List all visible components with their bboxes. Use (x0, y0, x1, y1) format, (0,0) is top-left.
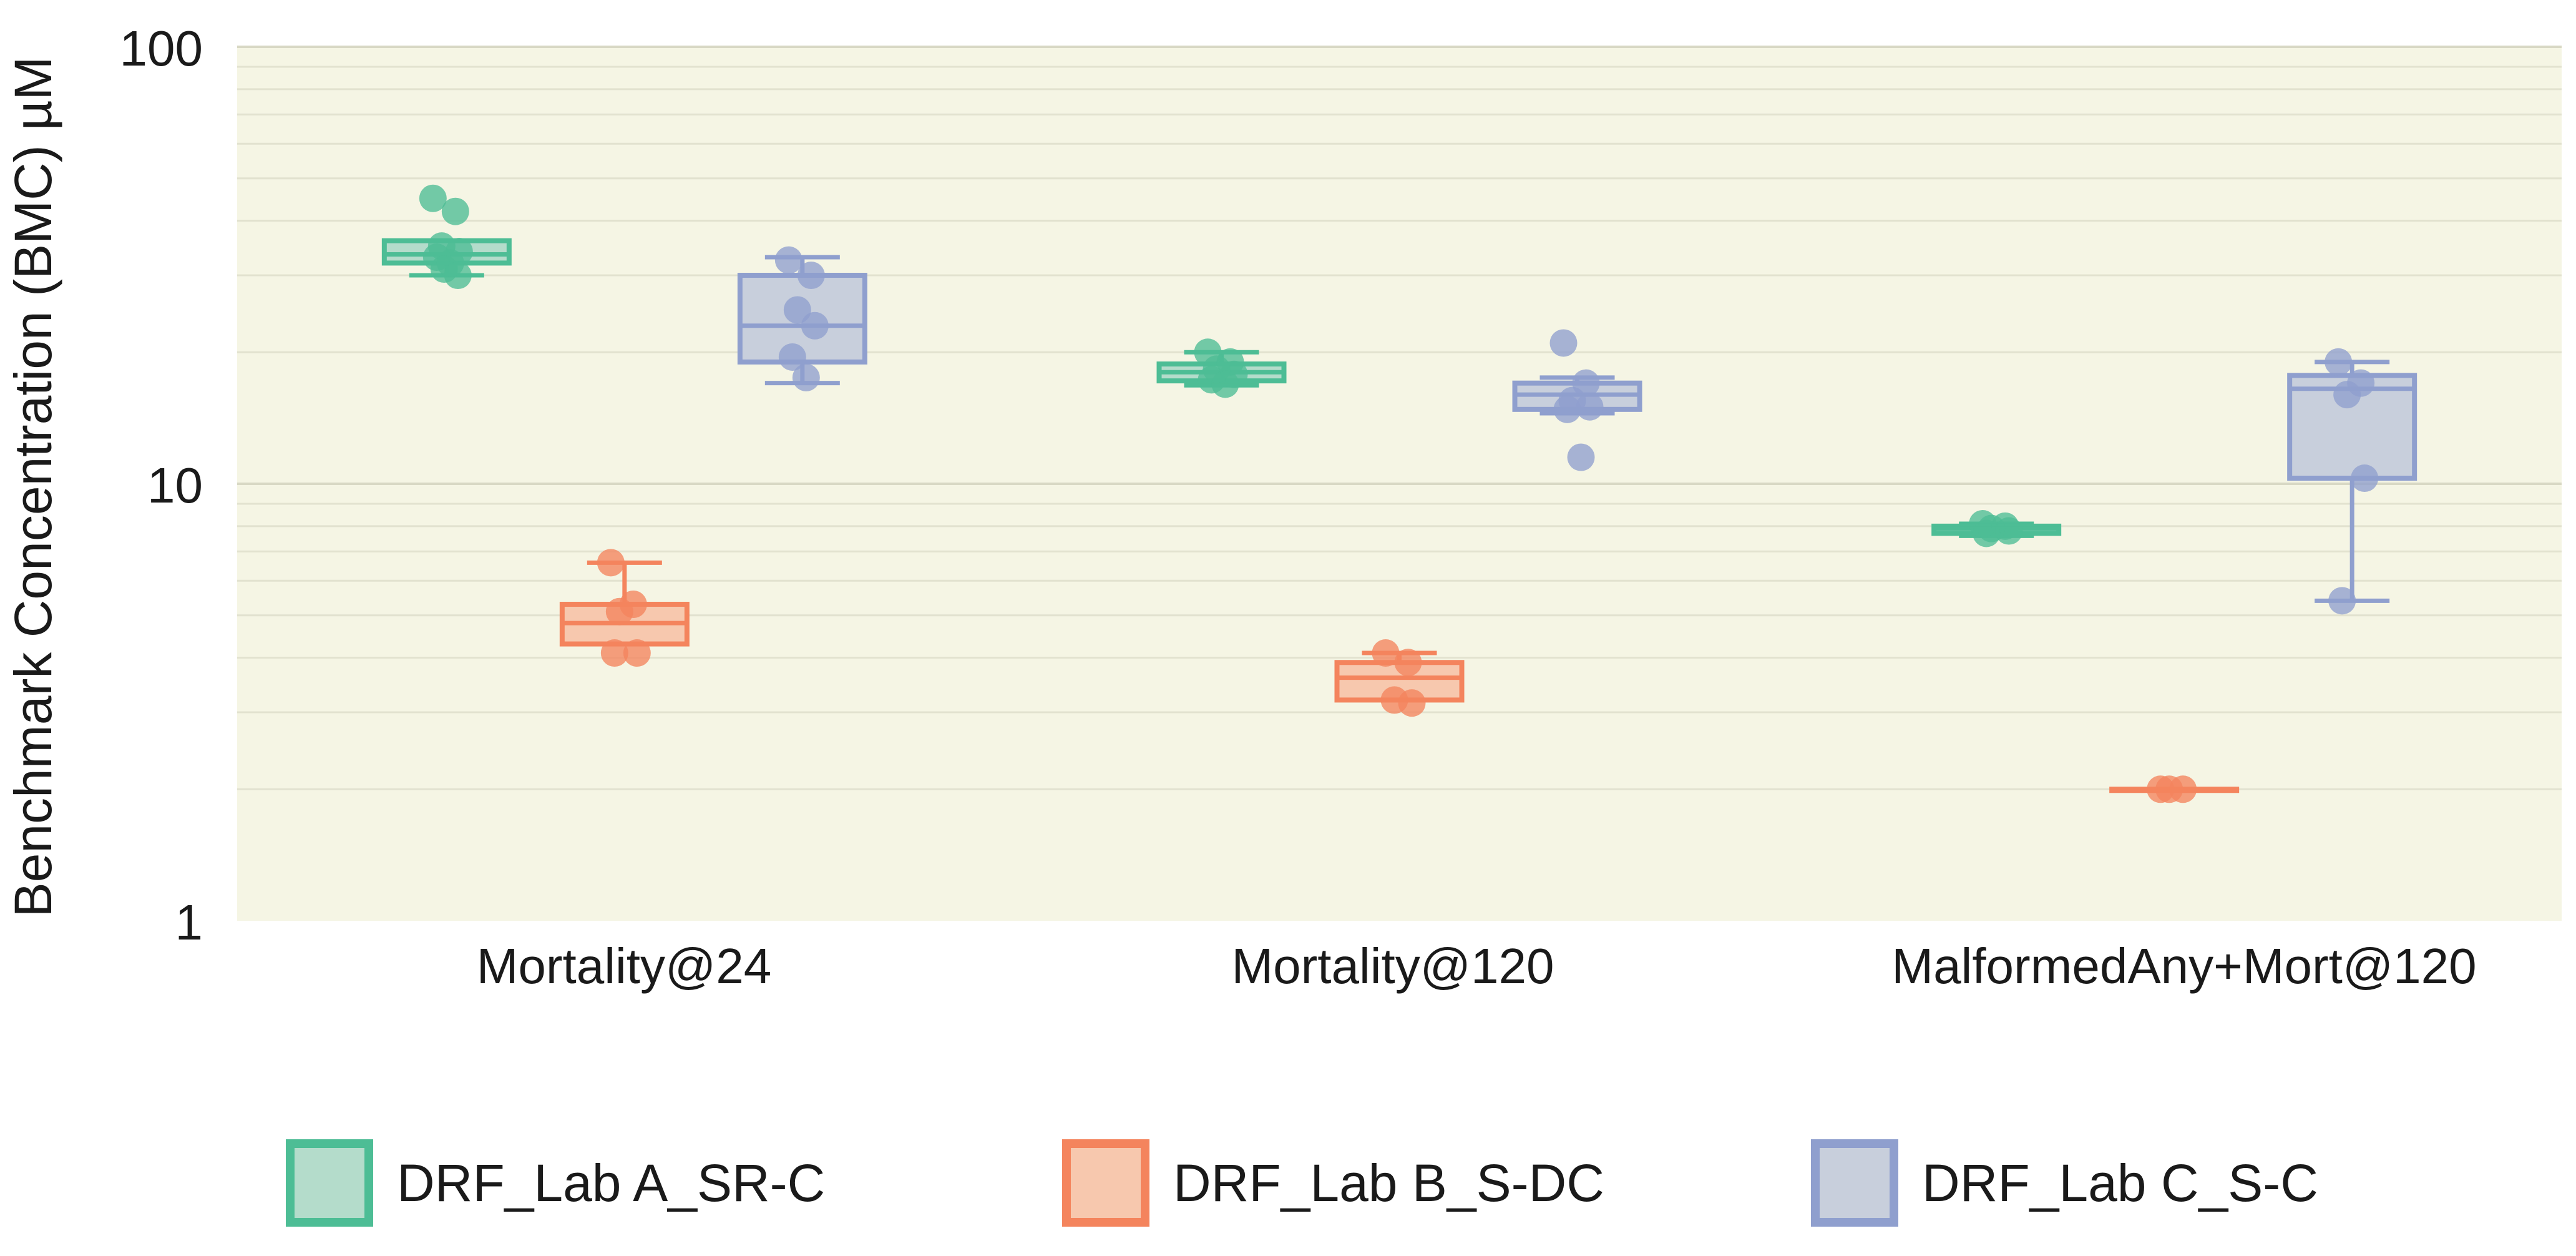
data-point (1372, 639, 1400, 667)
box-group (1512, 329, 1642, 471)
legend-label-lab-a: DRF_Lab A_SR-C (397, 1153, 826, 1212)
data-point (797, 262, 825, 290)
y-tick-label: 1 (175, 895, 203, 950)
box-group (381, 184, 512, 290)
box-group (737, 246, 867, 391)
boxplot-chart: 100 10 1 Mortality@24 Mortality@120 Malforme… (4, 21, 2562, 994)
legend-item-lab-a[interactable]: DRF_Lab A_SR-C (286, 1133, 825, 1233)
y-tick-label: 100 (120, 21, 203, 76)
data-point (1394, 649, 1422, 677)
box-group (2109, 775, 2240, 803)
y-axis-title: Benchmark Concentration (BMC) µM (4, 57, 62, 918)
x-category-label: Mortality@120 (1232, 938, 1554, 994)
data-point (1398, 689, 1426, 717)
data-point (1211, 370, 1239, 398)
data-point (801, 312, 829, 340)
data-point (1576, 393, 1604, 421)
box-group (2287, 348, 2417, 615)
x-axis-categories: Mortality@24 Mortality@120 MalformedAny+Mo… (477, 938, 2477, 994)
y-axis-ticks: 100 10 1 (120, 21, 203, 950)
data-point (1567, 443, 1595, 471)
legend-swatch-lab-b (1062, 1139, 1149, 1227)
legend-swatch-lab-a (286, 1139, 373, 1227)
data-point (419, 184, 447, 212)
data-point (1549, 329, 1578, 357)
data-point (2328, 587, 2356, 615)
data-point (2325, 348, 2353, 376)
legend-label-lab-b: DRF_Lab B_S-DC (1173, 1153, 1604, 1212)
data-point (774, 246, 803, 274)
legend: DRF_Lab A_SR-C DRF_Lab B_S-DC DRF_Lab C_… (0, 1133, 2576, 1233)
data-point (2351, 464, 2379, 493)
data-point (1553, 395, 1581, 423)
data-point (444, 262, 472, 290)
legend-item-lab-c[interactable]: DRF_Lab C_S-C (1811, 1133, 2318, 1233)
data-point (2333, 381, 2361, 409)
x-category-label: MalformedAny+Mort@120 (1891, 938, 2476, 994)
box-group (1931, 510, 2062, 547)
data-point (778, 343, 806, 371)
data-point (441, 197, 469, 225)
box-group (559, 549, 690, 667)
data-point (600, 639, 628, 667)
y-tick-label: 10 (147, 458, 203, 513)
data-point (2155, 775, 2183, 803)
box-group (1334, 639, 1465, 717)
x-category-label: Mortality@24 (477, 938, 771, 994)
legend-label-lab-c: DRF_Lab C_S-C (1922, 1153, 2318, 1212)
legend-item-lab-b[interactable]: DRF_Lab B_S-DC (1062, 1133, 1604, 1233)
data-point (783, 296, 811, 324)
legend-swatch-lab-c (1811, 1139, 1898, 1227)
data-point (1995, 517, 2023, 545)
data-point (792, 363, 820, 391)
box-series (381, 184, 2417, 803)
box-group (1156, 338, 1287, 398)
data-point (605, 597, 633, 626)
data-point (1973, 519, 2001, 547)
data-point (597, 549, 625, 577)
data-point (623, 639, 651, 667)
